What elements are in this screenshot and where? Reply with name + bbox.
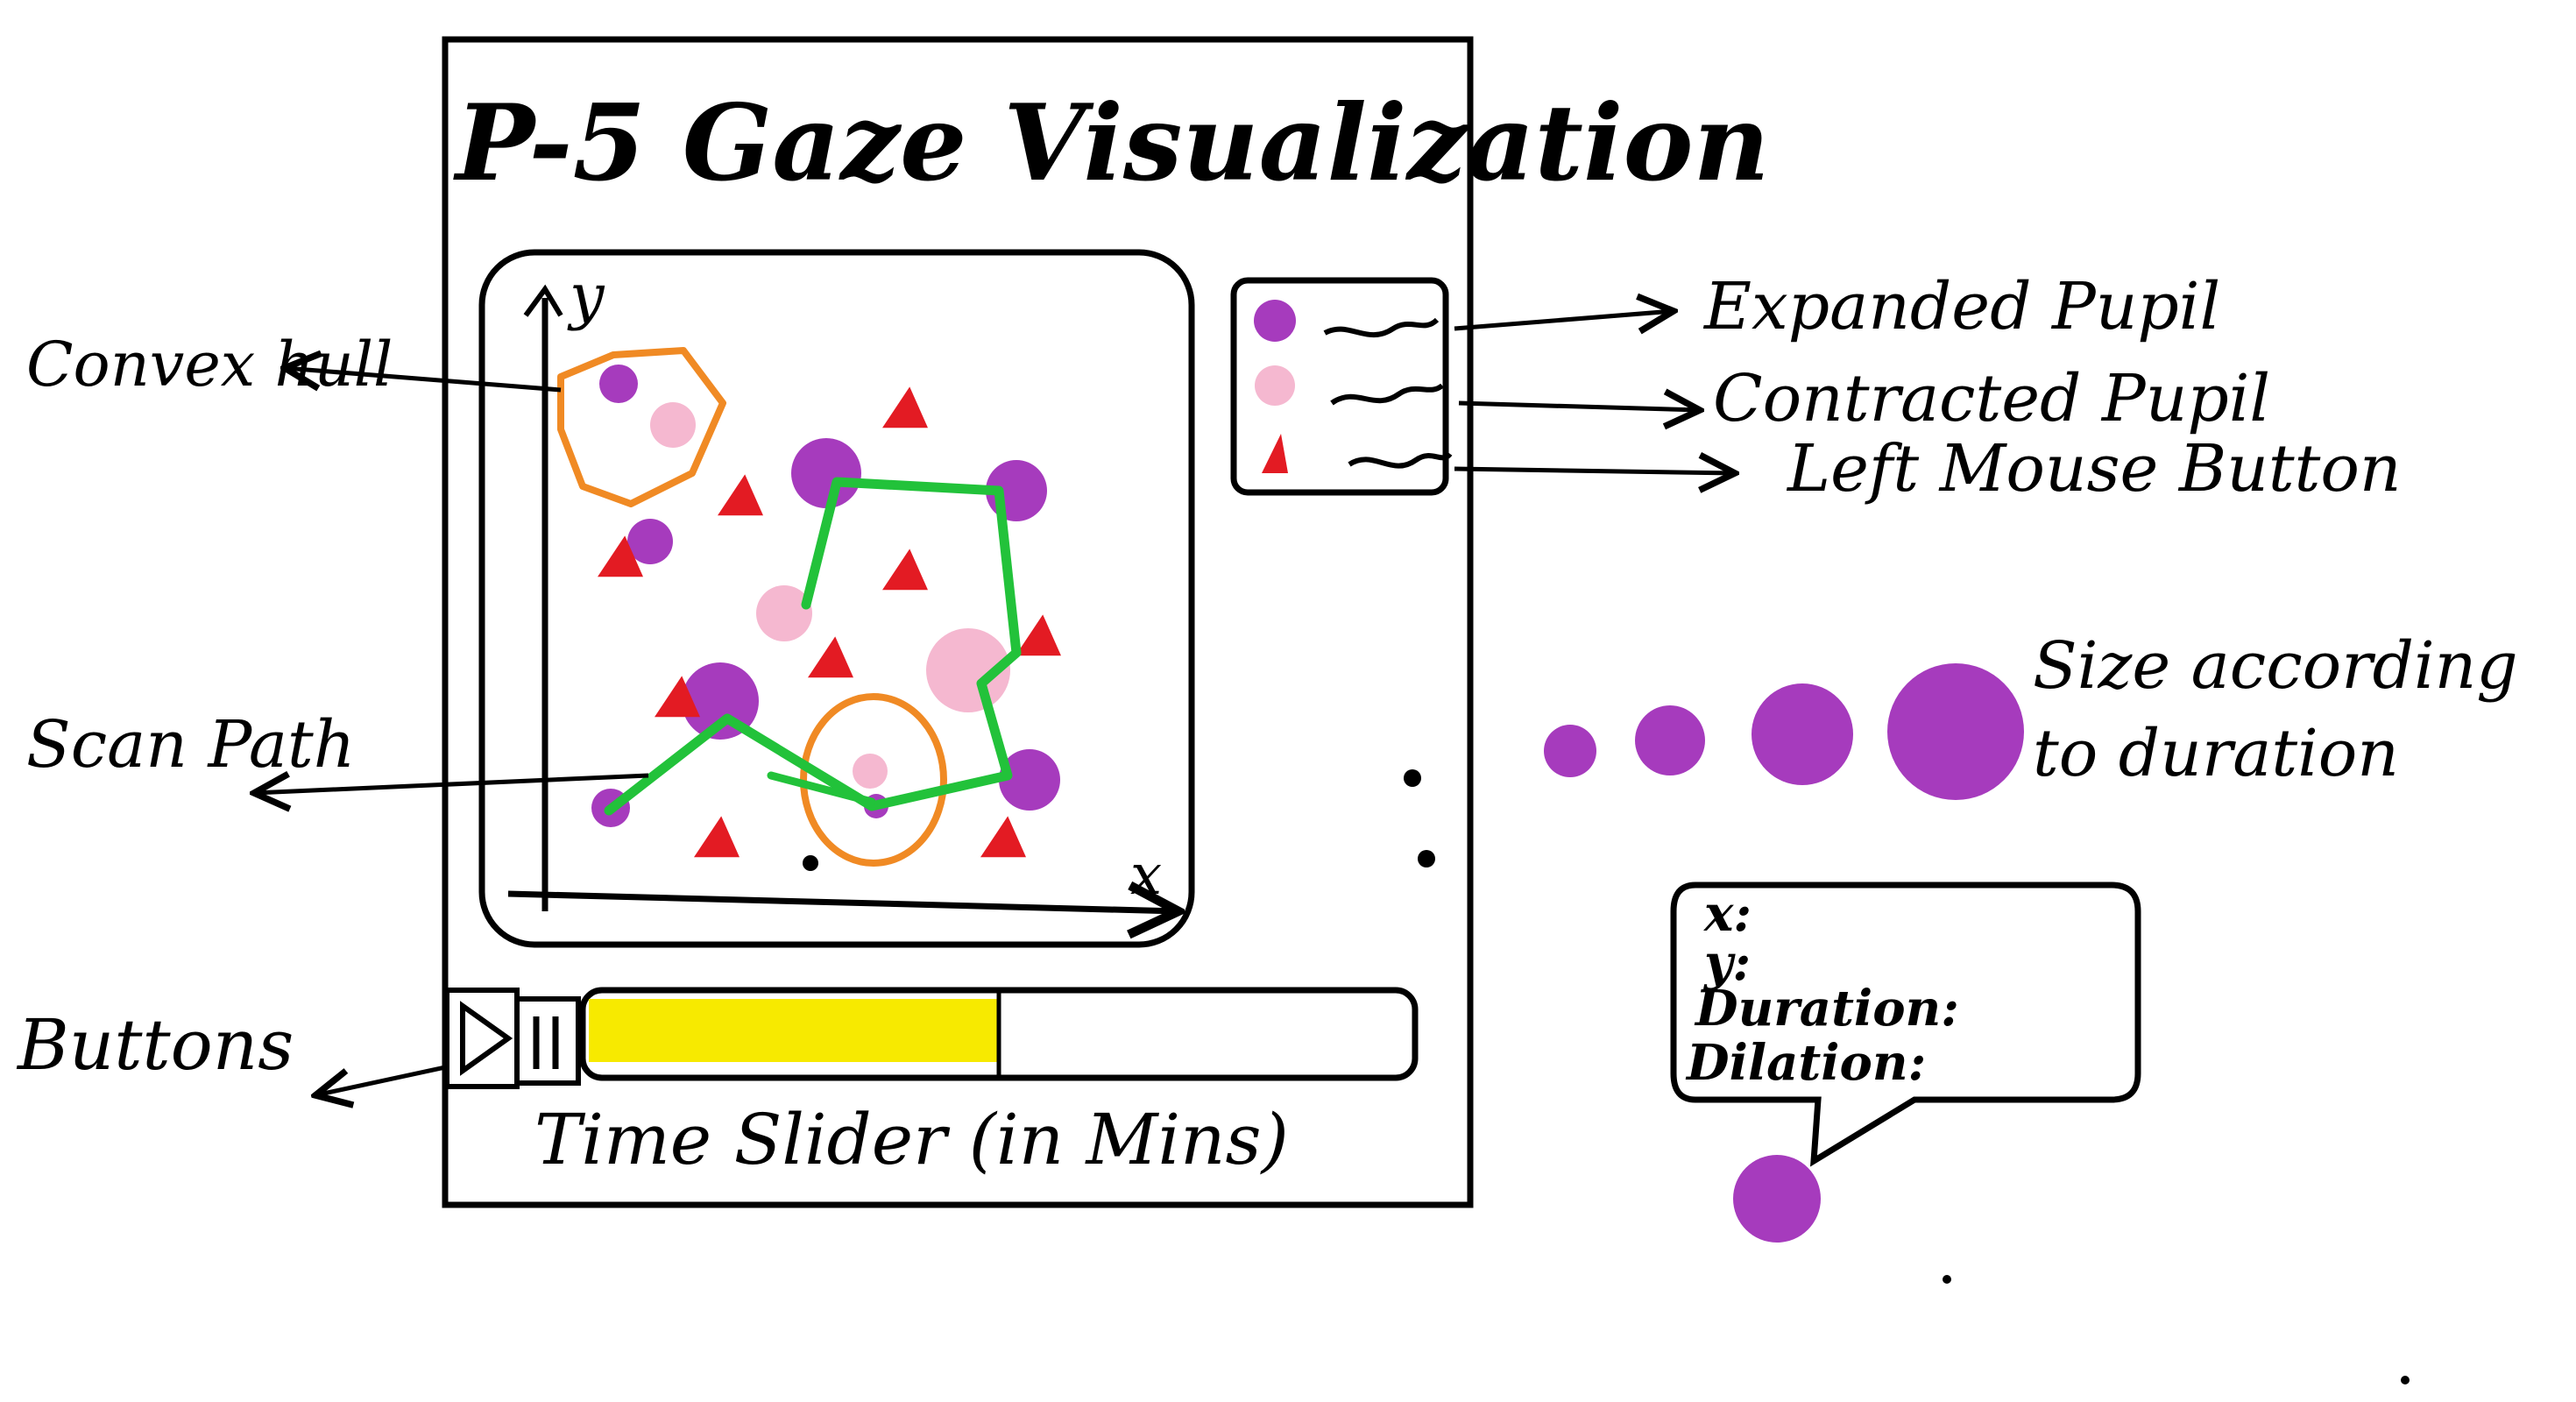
tooltip-y-label: y: (1702, 934, 1751, 992)
contracted-pupil-point[interactable] (853, 754, 888, 789)
legend-label-expanded: Expanded Pupil (1702, 269, 2220, 344)
scan-path-line-2 (767, 771, 876, 806)
convex-hull-1 (557, 347, 726, 507)
play-icon (460, 1001, 513, 1076)
mouse-click-point[interactable] (882, 549, 928, 591)
legend-entry-mouse (1262, 434, 1453, 473)
convex-hull-2 (800, 693, 947, 867)
time-slider-fill (589, 999, 999, 1062)
mouse-click-point[interactable] (882, 386, 928, 428)
legend-squiggle (1330, 383, 1444, 406)
window-frame (442, 36, 1474, 1208)
stray-dot (1943, 1275, 1951, 1284)
mouse-click-point[interactable] (1016, 614, 1061, 656)
mouse-click-point[interactable] (655, 676, 700, 718)
mouse-click-point[interactable] (980, 816, 1026, 858)
tooltip-box (1670, 882, 2141, 1167)
size-legend (1544, 663, 2024, 800)
tooltip-duration-label: Duration: (1694, 980, 1959, 1037)
annotation-scan-path: Scan Path (26, 707, 355, 782)
legend-entry-contracted (1255, 365, 1444, 406)
mouse-click-point[interactable] (598, 535, 643, 577)
expanded-pupil-point[interactable] (599, 365, 638, 403)
stray-dot (1418, 850, 1435, 867)
annotation-arrow-hull (285, 368, 562, 393)
expanded-pupil-point[interactable] (999, 749, 1060, 811)
legend-squiggle (1348, 451, 1453, 469)
legend-squiggle (1323, 317, 1440, 338)
scan-path-line (604, 477, 1022, 816)
expanded-pupil-point[interactable] (682, 662, 759, 740)
x-axis (507, 894, 1178, 911)
time-slider-label: Time Slider (in Mins) (534, 1099, 1289, 1180)
contracted-pupil-point[interactable] (756, 585, 812, 641)
legend-arrow (1454, 311, 1674, 329)
x-axis-label: x (1130, 843, 1162, 908)
legend-arrow (1454, 469, 1735, 473)
mouse-click-point[interactable] (808, 636, 853, 678)
pause-button[interactable] (514, 996, 581, 1086)
plot-area (478, 249, 1195, 948)
annotation-size-line2: to duration (2033, 716, 2399, 791)
expanded-pupil-point[interactable] (627, 519, 673, 564)
annotation-arrow-scan (254, 775, 649, 793)
legend-marker-expanded (1254, 300, 1296, 342)
size-sample-1 (1544, 725, 1596, 777)
expanded-pupil-point[interactable] (791, 438, 861, 508)
legend-label-contracted: Contracted Pupil (1713, 361, 2270, 436)
contracted-pupil-point[interactable] (926, 628, 1010, 712)
legend-arrow (1458, 403, 1700, 410)
gaze-points (591, 365, 1061, 858)
y-axis-arrow (523, 284, 563, 317)
size-sample-3 (1752, 683, 1853, 785)
contracted-pupil-point[interactable] (650, 402, 696, 448)
legend-box (1230, 277, 1449, 496)
annotation-size-line1: Size according (2033, 628, 2518, 704)
stray-dot (803, 855, 818, 871)
y-axis-label: y (567, 260, 605, 332)
stray-dot (1404, 769, 1421, 787)
page-title: P-5 Gaze Visualization (453, 81, 1770, 205)
annotation-buttons: Buttons (16, 1004, 294, 1086)
legend-marker-mouse (1262, 434, 1288, 473)
tooltip-gaze-point[interactable] (1733, 1155, 1821, 1243)
tooltip-x-label: x: (1703, 885, 1752, 943)
stray-dot (2401, 1376, 2410, 1384)
legend-marker-contracted (1255, 365, 1295, 406)
size-sample-4 (1887, 663, 2024, 800)
mouse-click-point[interactable] (718, 474, 763, 516)
mouse-click-point[interactable] (694, 816, 740, 858)
annotation-convex-hull: Convex hull (26, 329, 393, 400)
legend-entry-expanded (1254, 300, 1440, 342)
legend-label-mouse: Left Mouse Button (1786, 431, 2402, 506)
tooltip-dilation-label: Dilation: (1685, 1034, 1926, 1092)
size-sample-2 (1635, 705, 1705, 775)
